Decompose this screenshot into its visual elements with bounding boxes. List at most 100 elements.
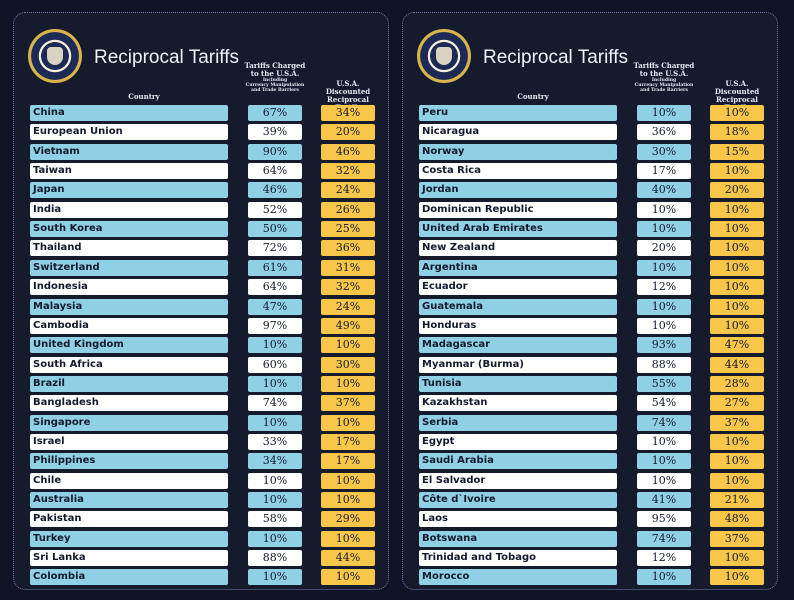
presidential-seal-logo	[417, 29, 471, 83]
tariff-charged-value: 90%	[248, 143, 302, 160]
tariff-charged-value: 33%	[248, 433, 302, 450]
tariff-charged-value: 61%	[248, 259, 302, 276]
reciprocal-tariff-value: 26%	[321, 201, 375, 218]
country-name: Brazil	[30, 375, 228, 392]
country-name: South Africa	[30, 356, 228, 373]
tariff-charged-value: 10%	[637, 221, 691, 238]
country-name: Madagascar	[419, 337, 617, 354]
tariff-charged-value: 67%	[248, 105, 302, 121]
reciprocal-tariff-value: 36%	[321, 240, 375, 257]
tariff-charged-value: 95%	[637, 511, 691, 528]
country-name: Laos	[419, 511, 617, 528]
table-row: India 52% 26%	[14, 201, 390, 218]
country-name: Egypt	[419, 433, 617, 450]
header-line: U.S.A. Discounted	[714, 79, 760, 96]
country-name: Morocco	[419, 569, 617, 586]
country-name: Australia	[30, 492, 228, 508]
country-name: United Arab Emirates	[419, 221, 617, 238]
table-row: Costa Rica 17% 10%	[403, 163, 779, 180]
country-name: New Zealand	[419, 240, 617, 257]
reciprocal-tariff-value: 15%	[710, 143, 764, 160]
tariff-charged-value: 10%	[248, 569, 302, 586]
country-name: Norway	[419, 143, 617, 160]
country-name: Israel	[30, 433, 228, 450]
tariffs-charged-header: Tariffs Charged to the U.S.A. Including …	[240, 61, 310, 94]
tariff-charged-value: 10%	[248, 414, 302, 431]
table-row: Malaysia 47% 24%	[14, 298, 390, 315]
tariff-charged-value: 55%	[637, 375, 691, 392]
table-row: Taiwan 64% 32%	[14, 163, 390, 180]
reciprocal-tariff-value: 17%	[321, 433, 375, 450]
header-line: Tariffs Charged	[244, 61, 306, 70]
tariff-charged-value: 74%	[637, 414, 691, 431]
reciprocal-tariff-value: 10%	[710, 163, 764, 180]
header-subline: Currency Manipulation	[245, 83, 305, 88]
header-line: to the U.S.A.	[250, 69, 300, 78]
tariff-charged-value: 10%	[637, 433, 691, 450]
country-name: Vietnam	[30, 143, 228, 160]
table-row: Guatemala 10% 10%	[403, 298, 779, 315]
table-row: Pakistan 58% 29%	[14, 511, 390, 528]
table-row: Serbia 74% 37%	[403, 414, 779, 431]
table-row: Côte d`Ivoire 41% 21%	[403, 492, 779, 508]
table-row: Cambodia 97% 49%	[14, 317, 390, 334]
country-name: Argentina	[419, 259, 617, 276]
country-name: Switzerland	[30, 259, 228, 276]
table-row: Singapore 10% 10%	[14, 414, 390, 431]
country-name: Colombia	[30, 569, 228, 586]
reciprocal-tariff-value: 25%	[321, 221, 375, 238]
tariff-charged-value: 64%	[248, 279, 302, 296]
tariff-charged-value: 17%	[637, 163, 691, 180]
country-name: Nicaragua	[419, 124, 617, 141]
reciprocal-tariff-value: 10%	[710, 221, 764, 238]
reciprocal-tariff-value: 10%	[321, 414, 375, 431]
country-name: Thailand	[30, 240, 228, 257]
presidential-seal-logo	[28, 29, 82, 83]
table-row: Kazakhstan 54% 27%	[403, 395, 779, 412]
tariff-charged-value: 60%	[248, 356, 302, 373]
table-row: Jordan 40% 20%	[403, 182, 779, 199]
reciprocal-tariff-value: 37%	[710, 530, 764, 547]
reciprocal-tariff-value: 24%	[321, 182, 375, 199]
tariff-charged-value: 39%	[248, 124, 302, 141]
country-name: Pakistan	[30, 511, 228, 528]
tariff-charged-value: 20%	[637, 240, 691, 257]
country-name: Saudi Arabia	[419, 453, 617, 470]
tariff-charged-value: 10%	[637, 317, 691, 334]
tariff-charged-value: 41%	[637, 492, 691, 508]
tariff-charged-value: 10%	[248, 472, 302, 489]
reciprocal-tariff-value: 21%	[710, 492, 764, 508]
table-row: Brazil 10% 10%	[14, 375, 390, 392]
country-name: Myanmar (Burma)	[419, 356, 617, 373]
table-row: Egypt 10% 10%	[403, 433, 779, 450]
country-name: Japan	[30, 182, 228, 199]
tariff-charged-value: 52%	[248, 201, 302, 218]
tariff-charged-value: 34%	[248, 453, 302, 470]
tariff-charged-value: 46%	[248, 182, 302, 199]
reciprocal-tariff-value: 10%	[321, 472, 375, 489]
tariff-charged-value: 74%	[248, 395, 302, 412]
table-row: El Salvador 10% 10%	[403, 472, 779, 489]
country-name: Philippines	[30, 453, 228, 470]
country-name: Botswana	[419, 530, 617, 547]
country-name: Guatemala	[419, 298, 617, 315]
reciprocal-tariff-value: 27%	[710, 395, 764, 412]
country-name: Cambodia	[30, 317, 228, 334]
country-name: Peru	[419, 105, 617, 121]
country-name: Costa Rica	[419, 163, 617, 180]
tariff-charged-value: 10%	[248, 337, 302, 354]
page-title: Reciprocal Tariffs	[483, 47, 629, 68]
reciprocal-tariff-value: 18%	[710, 124, 764, 141]
header-subline: Including	[262, 78, 288, 83]
reciprocal-tariff-value: 48%	[710, 511, 764, 528]
tariff-charged-value: 64%	[248, 163, 302, 180]
table-row: Bangladesh 74% 37%	[14, 395, 390, 412]
table-row: Tunisia 55% 28%	[403, 375, 779, 392]
country-name: Kazakhstan	[419, 395, 617, 412]
table-row: Peru 10% 10%	[403, 105, 779, 121]
table-row: South Korea 50% 25%	[14, 221, 390, 238]
reciprocal-tariff-value: 32%	[321, 163, 375, 180]
tariff-charged-value: 10%	[248, 492, 302, 508]
table-row: European Union 39% 20%	[14, 124, 390, 141]
reciprocal-tariff-value: 30%	[321, 356, 375, 373]
